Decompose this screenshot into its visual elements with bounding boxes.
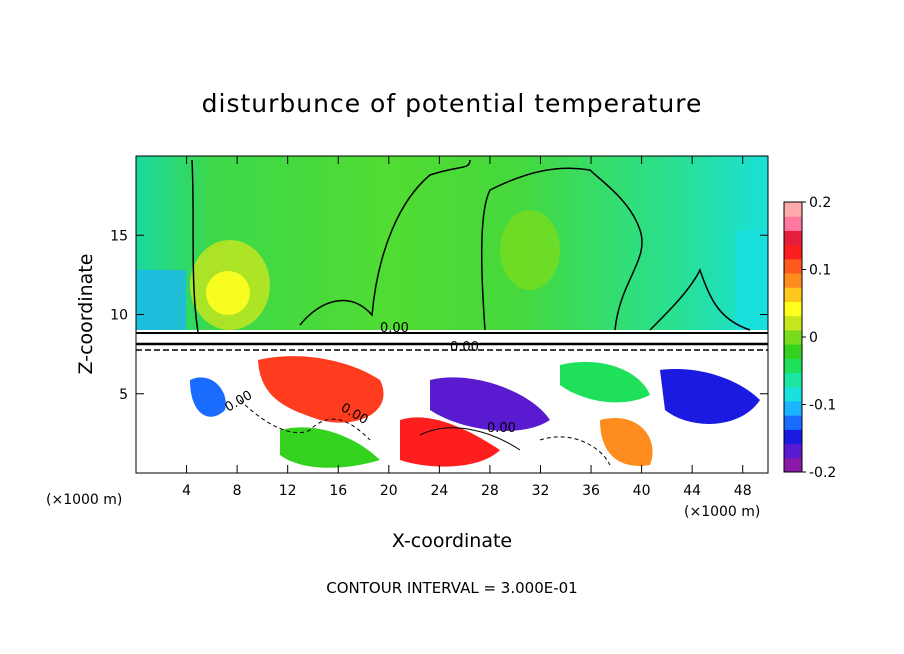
x-tick-label: 16 bbox=[329, 483, 347, 499]
x-axis: 4 8 12 16 20 24 28 32 36 40 44 48 bbox=[182, 156, 752, 499]
colorbar-swatch bbox=[784, 273, 802, 288]
colorbar-swatch bbox=[784, 344, 802, 359]
x-tick-label: 36 bbox=[582, 483, 600, 499]
colorbar-swatch bbox=[784, 415, 802, 430]
colorbar-tick-label: 0.1 bbox=[809, 263, 831, 279]
lower-red-region bbox=[600, 418, 653, 466]
y-tick-label: 5 bbox=[119, 387, 128, 403]
chart-title: disturbunce of potential temperature bbox=[202, 89, 703, 118]
contour-line bbox=[419, 427, 521, 451]
x-tick-label: 8 bbox=[233, 483, 242, 499]
x-axis-label: X-coordinate bbox=[392, 530, 512, 552]
colorbar-swatch bbox=[784, 216, 802, 231]
contour-line bbox=[539, 436, 611, 466]
colorbar-swatch bbox=[784, 372, 802, 388]
colorbar-swatch bbox=[784, 429, 802, 445]
contour-label: 0.00 bbox=[450, 340, 479, 355]
y-tick-label: 15 bbox=[110, 228, 128, 244]
colorbar-tick-label: 0.2 bbox=[809, 195, 831, 211]
colorbar-tick-label: -0.1 bbox=[809, 398, 836, 414]
contour-line bbox=[191, 159, 199, 333]
colorbar-tick-label: -0.2 bbox=[809, 465, 836, 481]
y-axis-label: Z-coordinate bbox=[75, 254, 97, 375]
colorbar-tick-label: 0 bbox=[809, 330, 818, 346]
x-tick-label: 48 bbox=[734, 483, 752, 499]
upper-right-cool-region bbox=[735, 230, 768, 330]
warm-anomaly-left-core bbox=[206, 271, 250, 315]
lower-green-region bbox=[560, 361, 650, 403]
contour-label: 0.00 bbox=[380, 321, 409, 336]
x-axis-unit-left: (×1000 m) bbox=[46, 492, 122, 508]
upper-left-cool-region bbox=[136, 270, 186, 332]
colorbar-swatch bbox=[784, 315, 802, 331]
x-tick-label: 32 bbox=[532, 483, 550, 499]
x-tick-label: 24 bbox=[430, 483, 448, 499]
x-tick-label: 40 bbox=[633, 483, 651, 499]
x-tick-label: 20 bbox=[380, 483, 398, 499]
contour-interval-note: CONTOUR INTERVAL = 3.000E-01 bbox=[326, 579, 577, 597]
contour-line bbox=[299, 159, 471, 326]
x-tick-label: 28 bbox=[481, 483, 499, 499]
x-tick-label: 12 bbox=[279, 483, 297, 499]
lower-blue-region bbox=[190, 377, 226, 417]
colorbar-swatch bbox=[784, 244, 802, 260]
y-tick-label: 10 bbox=[110, 308, 128, 324]
contour-line bbox=[649, 268, 751, 331]
contour-label: 0.00 bbox=[487, 421, 516, 436]
colorbar: 0.2 0.1 0 -0.1 -0.2 bbox=[783, 195, 836, 481]
x-tick-label: 4 bbox=[182, 483, 191, 499]
x-tick-label: 44 bbox=[683, 483, 701, 499]
lower-blue-region bbox=[430, 377, 550, 431]
colorbar-swatch bbox=[784, 329, 802, 345]
y-axis: 5 10 15 bbox=[110, 228, 768, 403]
lower-red-region bbox=[400, 417, 500, 467]
contour-line bbox=[480, 167, 643, 331]
lower-blue-region bbox=[660, 369, 760, 424]
colorbar-swatch bbox=[784, 358, 802, 374]
colorbar-swatch bbox=[784, 287, 802, 302]
colorbar-swatch bbox=[784, 443, 802, 459]
colorbar-swatch bbox=[784, 400, 802, 416]
colorbar-swatch bbox=[784, 202, 802, 217]
colorbar-swatch bbox=[784, 301, 802, 317]
plot-area bbox=[136, 156, 768, 473]
lower-red-region bbox=[258, 356, 384, 423]
colorbar-swatch bbox=[784, 230, 802, 246]
colorbar-swatch bbox=[784, 258, 802, 274]
colorbar-swatch bbox=[784, 457, 802, 473]
colorbar-swatch bbox=[784, 386, 802, 402]
x-axis-unit-right: (×1000 m) bbox=[684, 504, 760, 520]
contour-line bbox=[239, 399, 371, 441]
lower-green-region bbox=[280, 427, 380, 468]
warm-anomaly-mid bbox=[500, 210, 560, 290]
